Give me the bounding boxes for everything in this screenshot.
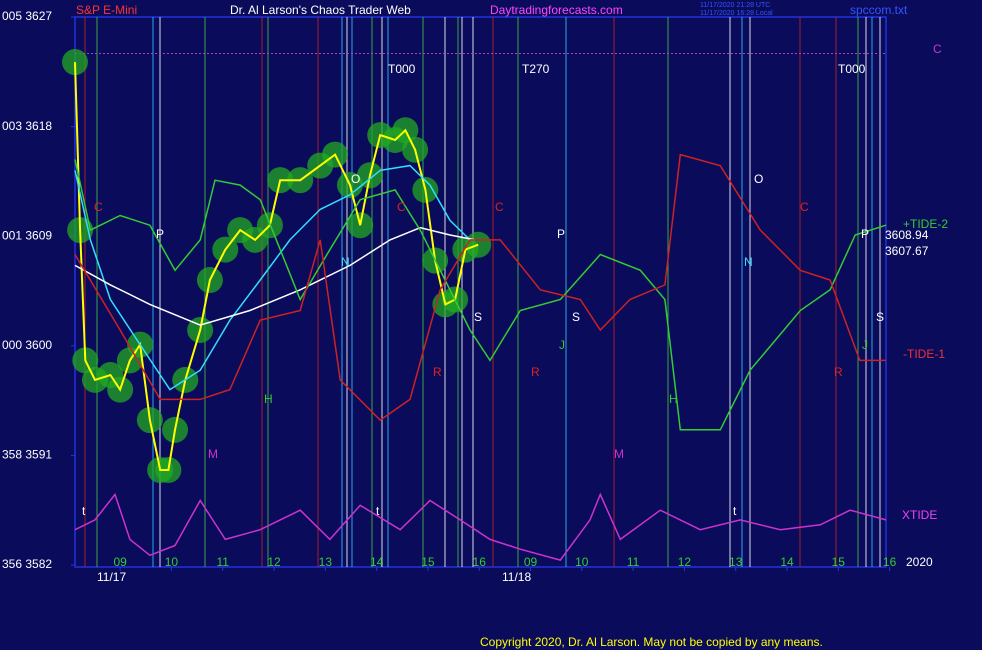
copyright: Copyright 2020, Dr. Al Larson. May not b… [480, 635, 823, 649]
annotation: O [754, 172, 763, 186]
annotation: P [861, 227, 869, 241]
right-label: -TIDE-1 [903, 347, 945, 361]
annotation: M [208, 447, 218, 461]
annotation: M [614, 447, 624, 461]
instrument: S&P E-Mini [76, 3, 137, 17]
date-label: 11/17 [97, 570, 126, 584]
annotation: S [876, 310, 884, 324]
annotation: C [397, 200, 406, 214]
annotation: C [495, 200, 504, 214]
annotation: t [82, 504, 86, 518]
annotation: S [572, 310, 580, 324]
y-tick-label: 001 3609 [2, 228, 52, 242]
date-label: 11/18 [502, 570, 531, 584]
right-label: C [933, 42, 942, 56]
x-tick-label: 11 [216, 555, 229, 569]
right-label: 3608.94 [885, 228, 929, 242]
y-tick-label: 358 3591 [2, 448, 52, 462]
x-tick-label: 12 [267, 555, 281, 569]
annotation: R [531, 365, 540, 379]
series-line [74, 164, 471, 391]
x-tick-label: 14 [370, 555, 384, 569]
annotation: T270 [522, 62, 550, 76]
y-tick-label: 005 3627 [2, 9, 52, 23]
event-lines [84, 17, 881, 567]
x-tick-label: 15 [832, 555, 846, 569]
series-line [74, 226, 476, 326]
x-tick-label: 09 [113, 555, 127, 569]
timestamp: 11/17/2020 16:28 Local [700, 10, 773, 17]
annotation: P [557, 227, 565, 241]
annotation: R [433, 365, 442, 379]
plot-frame [74, 16, 887, 568]
x-tick-label: 10 [165, 555, 179, 569]
y-tick-label: 000 3600 [2, 338, 52, 352]
annotation: N [744, 255, 753, 269]
x-tick-label: 13 [729, 555, 743, 569]
annotation: O [351, 172, 360, 186]
annotation: t [376, 504, 380, 518]
annotation: P [156, 227, 164, 241]
annotation: t [733, 504, 737, 518]
annotation: R [834, 365, 843, 379]
x-tick-label: 16 [883, 555, 897, 569]
y-tick-label: 356 3582 [2, 557, 52, 571]
annotation: H [669, 392, 678, 406]
annotation: T000 [838, 62, 866, 76]
annotation: C [800, 200, 809, 214]
series-line [74, 492, 887, 561]
price-glow [62, 49, 88, 76]
x-tick-label: 10 [575, 555, 589, 569]
x-tick-label: 16 [473, 555, 487, 569]
file-name: spccom.txt [850, 3, 908, 17]
site: Daytradingforecasts.com [490, 3, 623, 17]
series-line [74, 62, 479, 471]
x-tick-label: 12 [678, 555, 692, 569]
series-line [74, 159, 887, 431]
right-label: 3607.67 [885, 244, 929, 258]
x-tick-label: 15 [421, 555, 435, 569]
x-tick-label: 13 [319, 555, 333, 569]
timestamp: 11/17/2020 21:28 UTC [700, 2, 770, 9]
annotation: J [862, 338, 868, 352]
annotation: J [559, 338, 565, 352]
right-label: XTIDE [902, 508, 937, 522]
annotation: S [474, 310, 482, 324]
right-label: +TIDE-2 [903, 217, 948, 231]
annotation: N [341, 255, 350, 269]
annotation: H [264, 392, 273, 406]
x-tick-label: 14 [780, 555, 794, 569]
x-tick-label: 11 [627, 555, 640, 569]
annotation: T000 [388, 62, 416, 76]
series-line [74, 153, 886, 422]
plot: 005 3627 003 3618 001 3609 000 3600 358 3591… [2, 9, 897, 571]
chart-title: Dr. Al Larson's Chaos Trader Web [230, 3, 411, 17]
annotation: C [94, 200, 103, 214]
x-tick-label: 09 [524, 555, 538, 569]
year: 2020 [906, 555, 933, 569]
y-tick-label: 003 3618 [2, 119, 52, 133]
